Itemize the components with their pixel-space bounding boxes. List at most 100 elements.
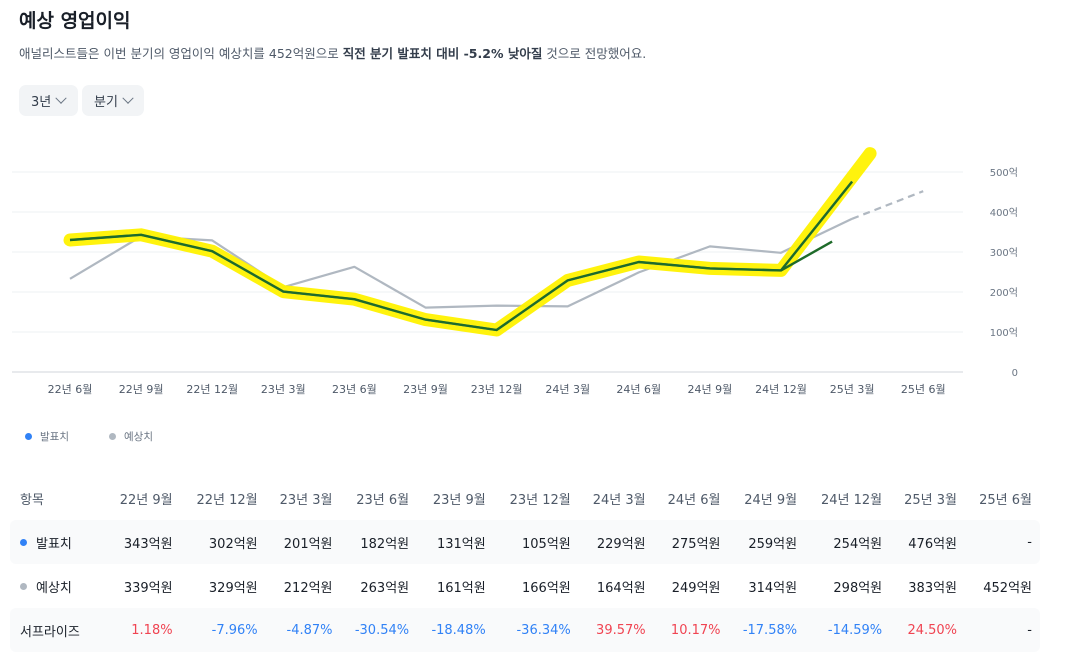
table-cell: 166억원 — [522, 580, 571, 596]
table-header-period: 23년 6월 — [356, 492, 410, 508]
y-tick-label: 300억 — [990, 247, 1018, 259]
estimate-dot-icon — [109, 433, 116, 440]
table-cell: -30.54% — [340, 608, 418, 652]
earnings-table: 항목 22년 9월 22년 12월 23년 3월 23년 6월 23년 9월 23년 12월… — [10, 476, 1040, 652]
table-cell: 254억원 — [805, 520, 891, 564]
row-label-cell: 서프라이즈 — [10, 608, 106, 652]
table-cell: - — [965, 520, 1040, 564]
chevron-down-icon — [122, 92, 134, 104]
table-cell: 161억원 — [436, 580, 486, 596]
overlay-annotation-tail — [780, 240, 833, 272]
table-cell: 229억원 — [578, 520, 654, 564]
table-header-period: 22년 9월 — [119, 492, 173, 508]
x-tick-label: 23년 12월 — [471, 383, 523, 396]
x-axis: 22년 6월 22년 9월 22년 12월 23년 3월 23년 6월 23년 9월 23년… — [48, 383, 946, 396]
row-label-text: 서프라이즈 — [20, 624, 80, 640]
table-cell: 182억원 — [340, 520, 418, 564]
table-row: 서프라이즈 1.18% -7.96% -4.87% -30.54% -18.48% -36.… — [10, 608, 1040, 652]
estimate-dot-icon — [20, 582, 27, 590]
table-cell: 298억원 — [833, 580, 883, 596]
page-subtitle: 애널리스트들은 이번 분기의 영업이익 예상치를 452억원으로 직전 분기 발… — [19, 43, 646, 62]
x-tick-label: 24년 9월 — [688, 383, 733, 396]
legend-actual[interactable]: 발표치 — [25, 429, 69, 444]
x-tick-label: 25년 6월 — [901, 383, 946, 396]
x-tick-label: 24년 6월 — [616, 383, 661, 396]
table-cell: 259억원 — [728, 520, 806, 564]
chart-series — [63, 147, 924, 337]
table-cell: -14.59% — [805, 608, 891, 652]
table-cell: -4.87% — [265, 608, 341, 652]
period-dropdown-label: 3년 — [31, 95, 52, 110]
chevron-down-icon — [55, 92, 67, 104]
table-cell: - — [965, 608, 1040, 652]
table-header-period: 24년 9월 — [744, 492, 798, 508]
row-label: 발표치 — [20, 533, 72, 552]
table-header-period: 23년 9월 — [432, 492, 486, 508]
row-label-text: 발표치 — [36, 536, 72, 552]
overlay-annotation-line — [69, 180, 854, 332]
x-tick-label: 22년 12월 — [186, 383, 238, 396]
table-cell: 275억원 — [653, 520, 729, 564]
table-header-row: 항목 22년 9월 22년 12월 23년 3월 23년 6월 23년 9월 23년 12월… — [10, 476, 1040, 520]
table-cell: 314억원 — [748, 580, 798, 596]
actual-dot-icon — [20, 538, 27, 546]
x-tick-label: 25년 3월 — [830, 383, 875, 396]
table-body: 발표치 343억원 302억원 201억원 182억원 131억원 105억원 229억원 27… — [10, 520, 1040, 652]
table-header-period: 24년 6월 — [667, 492, 721, 508]
y-tick-label: 200억 — [990, 287, 1018, 299]
row-label: 서프라이즈 — [20, 621, 80, 640]
legend-actual-label: 발표치 — [40, 431, 69, 443]
highlighter-annotation — [63, 147, 877, 337]
y-tick-label: 100억 — [990, 327, 1018, 339]
subtitle-text-end: 것으로 전망했어요. — [542, 46, 647, 61]
table-cell: -17.58% — [728, 608, 806, 652]
actual-line — [69, 180, 853, 332]
x-tick-label: 23년 6월 — [332, 383, 377, 396]
table-cell: 212억원 — [283, 580, 333, 596]
operating-profit-chart: 0 100억 200억 300억 400억 500억 22년 6월 22년 9월 22년 12… — [12, 147, 1018, 396]
table-cell: -7.96% — [180, 608, 266, 652]
period-dropdown[interactable]: 3년 — [19, 85, 78, 116]
table-header-period: 23년 12월 — [509, 492, 571, 508]
actual-dot-icon — [25, 433, 32, 440]
table-header-period: 24년 12월 — [821, 492, 883, 508]
interval-dropdown[interactable]: 분기 — [82, 85, 144, 116]
table-header-item: 항목 — [20, 492, 44, 508]
chart-grid — [12, 171, 963, 373]
table-header-period: 22년 12월 — [196, 492, 258, 508]
legend-estimate-label: 예상치 — [124, 431, 153, 443]
subtitle-text: 애널리스트들은 이번 분기의 영업이익 예상치를 452억원으로 — [19, 46, 343, 61]
row-label-text: 예상치 — [36, 580, 72, 596]
table-header-period: 25년 3월 — [904, 492, 958, 508]
table-cell: 383억원 — [908, 580, 958, 596]
y-tick-label: 400억 — [990, 207, 1018, 219]
estimate-line — [69, 217, 853, 309]
table-cell: 39.57% — [578, 608, 654, 652]
y-tick-label: 500억 — [990, 167, 1018, 179]
table-cell: 131억원 — [417, 520, 494, 564]
table-cell: 1.18% — [105, 608, 181, 652]
x-tick-label: 23년 3월 — [261, 383, 306, 396]
table-cell: 302억원 — [180, 520, 266, 564]
table-cell: 201억원 — [265, 520, 341, 564]
table-cell: 105억원 — [493, 520, 579, 564]
x-tick-label: 23년 9월 — [403, 383, 448, 396]
table-cell: 10.17% — [653, 608, 729, 652]
table-cell: -18.48% — [417, 608, 494, 652]
row-label-cell: 예상치 — [10, 564, 106, 608]
table-cell: 249억원 — [671, 580, 721, 596]
x-tick-label: 24년 12월 — [755, 383, 807, 396]
table-header-period: 25년 6월 — [979, 492, 1032, 508]
table-cell: 452억원 — [983, 580, 1032, 596]
table-cell: 263억원 — [360, 580, 410, 596]
interval-dropdown-label: 분기 — [94, 95, 118, 110]
table-cell: -36.34% — [493, 608, 579, 652]
page-title: 예상 영업이익 — [19, 10, 131, 32]
legend-estimate[interactable]: 예상치 — [109, 429, 153, 444]
table-cell: 164억원 — [596, 580, 646, 596]
y-axis: 0 100억 200억 300억 400억 500억 — [990, 167, 1018, 379]
table-header-period: 24년 3월 — [592, 492, 646, 508]
table-cell: 329억원 — [208, 580, 258, 596]
table-cell: 476억원 — [890, 520, 966, 564]
table-cell: 24.50% — [890, 608, 966, 652]
